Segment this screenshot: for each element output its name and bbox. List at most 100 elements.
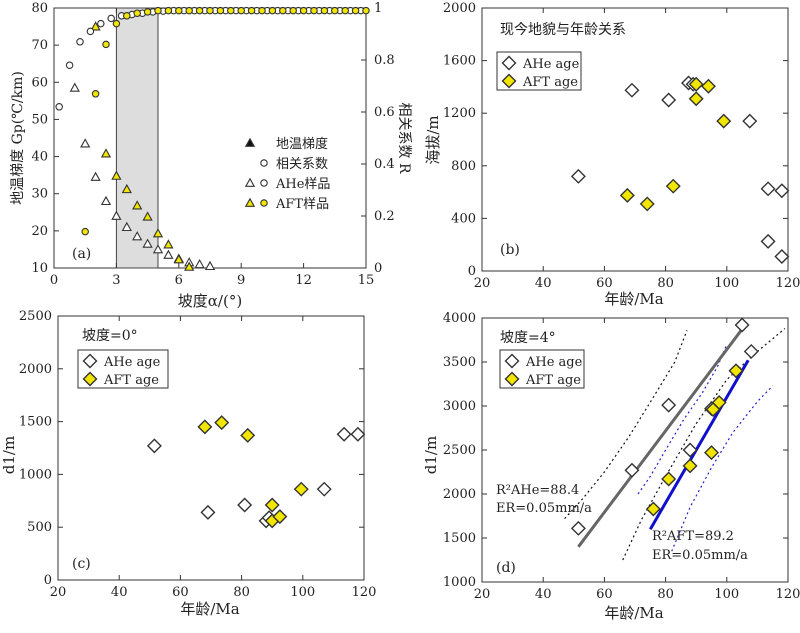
panel-c-frame	[57, 315, 365, 581]
panel-b-ytick-label: 800	[451, 159, 476, 174]
panel-c-xtick-label: 120	[352, 585, 377, 600]
panel-d-legend-label: AFT age	[525, 373, 581, 388]
panel-a-point-circle	[185, 6, 193, 15]
panel-d-fit-ahe	[577, 324, 747, 548]
panel-a-point-circle	[154, 6, 162, 15]
panel-c-ytick-label: 500	[27, 520, 52, 535]
panel-a-legend-marker	[244, 177, 256, 187]
panel-c-point	[237, 497, 253, 513]
panel-a-y2tick-label: 0	[374, 261, 382, 276]
panel-a-ytick-label: 60	[31, 75, 48, 90]
panel-a-point-circle	[237, 6, 245, 15]
panel-d-point	[570, 520, 586, 536]
panel-d-legend-marker	[504, 353, 520, 369]
panel-b-xtick-label: 20	[474, 276, 491, 291]
panel-d-point	[743, 343, 759, 359]
panel-a-ytick-label: 10	[31, 261, 48, 276]
panel-a-xtick-label: 6	[175, 273, 183, 288]
panel-b-point	[774, 249, 790, 265]
panel-a-point-triangle	[90, 21, 101, 31]
panel-c-ytick-label: 2000	[19, 362, 52, 377]
panel-b-ytick-label: 1600	[443, 54, 476, 69]
panel-d-ytick-label: 4000	[443, 311, 476, 326]
panel-d-point	[704, 445, 719, 461]
panel-b-point	[619, 187, 635, 203]
panel-c-legend-label: AHe age	[103, 355, 161, 370]
panel-a-point-circle	[206, 6, 214, 15]
panel-d-ytick-label: 3000	[443, 399, 476, 414]
panel-c-xtick-label: 80	[233, 585, 250, 600]
panel-a-point-triangle	[132, 200, 143, 210]
fit-aft-er: ER=0.05mm/a	[652, 548, 748, 563]
panel-b-xtick-label: 40	[535, 276, 552, 291]
panel-b-point	[760, 233, 776, 249]
panel-c-point	[197, 419, 213, 435]
panel-a-point-circle	[86, 27, 95, 36]
panel-a-point-triangle	[121, 183, 132, 194]
panel-a-ytick-label: 20	[31, 224, 48, 239]
panel-c-point	[200, 504, 216, 520]
panel-c-legend-marker	[82, 353, 98, 369]
panel-b-ytick-label: 0	[468, 264, 476, 279]
panel-d-point	[682, 458, 698, 474]
panel-a-legend-marker	[260, 199, 268, 207]
panel-a-point-circle	[331, 6, 339, 15]
panel-c-point	[146, 438, 162, 454]
panel-a-point-circle	[143, 8, 152, 16]
panel-a-point-circle	[362, 6, 370, 15]
panel-a-y2label: 相关系数 R	[396, 103, 412, 174]
panel-a-point-triangle	[111, 170, 122, 180]
panel-b-xtick-label: 100	[714, 276, 739, 291]
panel-d-tag: (d)	[496, 560, 516, 576]
panel-d-point	[661, 471, 677, 487]
panel-d-ytick-label: 1500	[443, 531, 476, 546]
panel-c-point	[350, 426, 366, 442]
fit-ahe-r2: R²AHe=88.4	[496, 483, 579, 498]
panel-d-xlabel: 年龄/Ma	[604, 604, 663, 622]
panel-a-point-circle	[91, 90, 100, 98]
panel-a-legend-label: AHe样品	[275, 177, 330, 192]
panel-c-ytick-label: 2500	[19, 309, 52, 324]
panel-a-point-circle	[289, 6, 297, 15]
panel-c-ytick-label: 0	[44, 573, 52, 588]
panel-b-point	[570, 168, 586, 184]
panel-a-point-circle	[310, 6, 318, 15]
panel-d-xtick-label: 40	[535, 587, 552, 602]
panel-d-legend-label: AHe age	[525, 355, 583, 370]
panel-b-point	[716, 113, 732, 129]
panel-d-ci-aft	[637, 344, 728, 495]
panel-a-point-triangle	[100, 195, 112, 206]
panel-a-point-circle	[299, 6, 308, 15]
panel-a-legend-marker	[260, 179, 268, 187]
panel-c-point	[240, 427, 256, 443]
panel-a-point-circle	[195, 6, 204, 15]
panel-a-point-triangle	[152, 228, 164, 238]
panel-a-legend-marker	[244, 197, 256, 207]
panel-a-point-triangle	[152, 244, 164, 254]
panel-a-ytick-label: 50	[31, 112, 48, 127]
panel-a-ytick-label: 80	[31, 1, 48, 16]
panel-b-point	[742, 113, 758, 129]
panel-a-point-triangle	[204, 260, 216, 271]
panel-d-xtick-label: 120	[776, 587, 800, 602]
panel-c-tag: (c)	[72, 556, 91, 572]
panel-b-legend-marker	[501, 55, 517, 71]
panel-d-ytick-label: 3500	[443, 355, 476, 370]
panel-a-point-circle	[341, 6, 349, 15]
panel-c-point	[316, 481, 332, 497]
panel-b-point	[665, 178, 681, 194]
panel-a-point-triangle	[90, 171, 101, 181]
panel-a-point-triangle	[69, 82, 80, 92]
panel-d-ylabel: d1/m	[422, 436, 440, 474]
panel-d-xtick-label: 20	[474, 587, 491, 602]
panel-a-point-triangle	[142, 211, 153, 221]
panel-c-point	[272, 509, 288, 525]
panel-a-y2tick-label: 0.8	[374, 53, 395, 68]
panel-b-xlabel: 年龄/Ma	[604, 290, 663, 308]
panel-c-xlabel: 年龄/Ma	[180, 600, 239, 618]
panel-b-point	[700, 78, 716, 94]
panel-d-point	[734, 317, 750, 333]
panel-d-point	[682, 442, 698, 458]
